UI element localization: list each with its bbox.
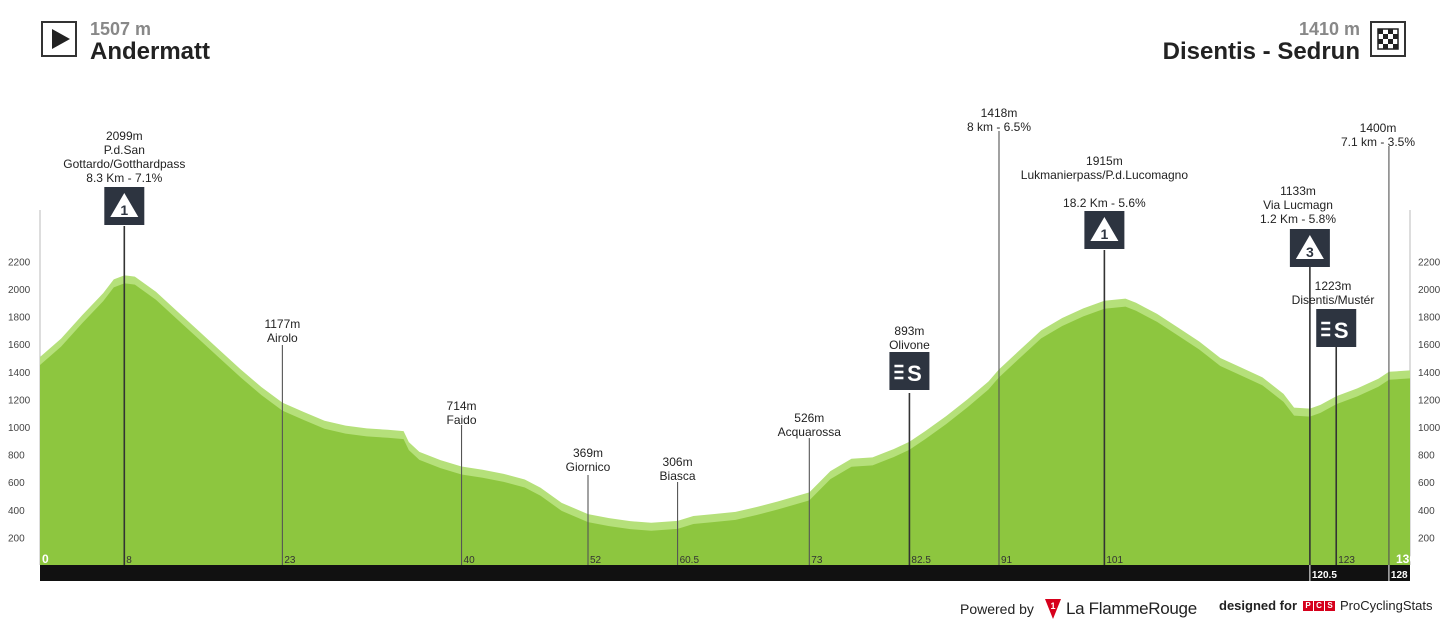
y-tick-label-right: 800 bbox=[1418, 451, 1435, 462]
y-tick-label-left: 600 bbox=[8, 478, 25, 489]
y-tick-label-right: 2200 bbox=[1418, 257, 1441, 268]
y-tick-label-left: 400 bbox=[8, 506, 25, 517]
annotation-label: 2099m bbox=[106, 129, 143, 143]
y-tick-label-left: 1400 bbox=[8, 368, 31, 379]
annotation-label: 1177m bbox=[264, 317, 300, 331]
play-icon bbox=[52, 29, 70, 49]
y-tick-label-right: 1400 bbox=[1418, 368, 1441, 379]
designed-for: designed for P C S ProCyclingStats bbox=[1219, 598, 1433, 613]
checkered-flag-icon bbox=[1377, 28, 1399, 50]
y-tick-label-left: 200 bbox=[8, 533, 25, 544]
annotation-label: Gottardo/Gotthardpass bbox=[63, 157, 185, 171]
y-tick-label-right: 1800 bbox=[1418, 313, 1441, 324]
annotation-label: 306m bbox=[663, 455, 693, 469]
annotation-label: Faido bbox=[447, 413, 477, 427]
y-tick-label-left: 2200 bbox=[8, 257, 31, 268]
annotation-label: 8.3 Km - 7.1% bbox=[86, 171, 162, 185]
annotation-label: 1400m bbox=[1360, 121, 1397, 135]
annotation-label: Disentis/Mustér bbox=[1292, 293, 1375, 307]
km-label: 130 bbox=[1396, 552, 1416, 566]
flamme-rouge-brand[interactable]: La FlammeRouge bbox=[1065, 599, 1197, 618]
profile-area bbox=[40, 283, 1410, 565]
y-tick-label-right: 400 bbox=[1418, 506, 1435, 517]
km-label: 0 bbox=[42, 552, 49, 566]
km-label: 123 bbox=[1338, 555, 1355, 566]
annotation-label: Biasca bbox=[660, 469, 696, 483]
sprint-letter: S bbox=[907, 361, 922, 386]
annotation-label: 369m bbox=[573, 446, 603, 460]
pcs-chip-s: S bbox=[1325, 600, 1336, 611]
km-label: 52 bbox=[590, 555, 602, 566]
finish-town: Disentis - Sedrun bbox=[1162, 38, 1360, 65]
kom-category: 3 bbox=[1306, 244, 1314, 260]
y-tick-label-left: 800 bbox=[8, 451, 25, 462]
km-label-bottom: 120.5 bbox=[1312, 570, 1337, 581]
start-altitude: 1507 m bbox=[90, 19, 152, 39]
annotation-label: Airolo bbox=[267, 331, 298, 345]
y-tick-label-right: 1600 bbox=[1418, 340, 1441, 351]
powered-by: Powered by 1 La FlammeRouge bbox=[960, 598, 1197, 620]
annotation-label: 714m bbox=[447, 399, 477, 413]
start-box bbox=[41, 21, 77, 57]
mountain-icon bbox=[1295, 235, 1324, 259]
km-label: 60.5 bbox=[680, 555, 700, 566]
distance-bar bbox=[40, 565, 1410, 581]
pcs-chip-c: C bbox=[1314, 600, 1325, 611]
annotation-label: 1133m bbox=[1280, 184, 1316, 198]
annotation-label: Olivone bbox=[889, 338, 930, 352]
sprint-letter: S bbox=[1334, 318, 1349, 343]
annotation-label: 7.1 km - 3.5% bbox=[1341, 135, 1415, 149]
mountain-icon bbox=[1090, 217, 1119, 241]
pcs-chip-p: P bbox=[1303, 600, 1314, 611]
y-tick-label-left: 2000 bbox=[8, 285, 31, 296]
flamme-rouge-logo-icon: 1 bbox=[1044, 599, 1061, 619]
start-town: Andermatt bbox=[90, 38, 211, 65]
y-tick-label-right: 2000 bbox=[1418, 285, 1441, 296]
y-tick-label-right: 1200 bbox=[1418, 395, 1441, 406]
annotation-label: 18.2 Km - 5.6% bbox=[1063, 196, 1146, 210]
finish-altitude: 1410 m bbox=[1298, 19, 1360, 39]
km-label-bottom: 128 bbox=[1391, 570, 1408, 581]
annotation-label: Acquarossa bbox=[778, 425, 842, 439]
y-tick-label-left: 1200 bbox=[8, 395, 31, 406]
y-tick-label-right: 200 bbox=[1418, 533, 1435, 544]
y-tick-label-right: 600 bbox=[1418, 478, 1435, 489]
km-label: 73 bbox=[811, 555, 823, 566]
annotation-label: 1223m bbox=[1315, 279, 1352, 293]
y-tick-label-left: 1800 bbox=[8, 313, 31, 324]
annotation-label: 1915m bbox=[1086, 154, 1123, 168]
annotation-label: 1.2 Km - 5.8% bbox=[1260, 212, 1336, 226]
annotation-label: Via Lucmagn bbox=[1263, 198, 1333, 212]
km-label: 101 bbox=[1106, 555, 1123, 566]
y-tick-label-right: 1000 bbox=[1418, 423, 1441, 434]
mountain-icon bbox=[110, 193, 139, 217]
annotation-label: 893m bbox=[894, 324, 924, 338]
kom-category: 1 bbox=[120, 202, 128, 218]
annotation-label: P.d.San bbox=[104, 143, 145, 157]
kom-category: 1 bbox=[1100, 226, 1108, 242]
y-tick-label-left: 1000 bbox=[8, 423, 31, 434]
km-label: 23 bbox=[284, 555, 296, 566]
annotation-label: 526m bbox=[794, 411, 824, 425]
km-label: 8 bbox=[126, 555, 132, 566]
km-label: 82.5 bbox=[911, 555, 931, 566]
annotation-label: Giornico bbox=[566, 460, 611, 474]
flamme-rouge-logo-digit: 1 bbox=[1050, 601, 1055, 611]
km-label: 40 bbox=[464, 555, 476, 566]
y-tick-label-left: 1600 bbox=[8, 340, 31, 351]
annotation-label: 1418m bbox=[981, 106, 1018, 120]
pcs-logo-icon: P C S bbox=[1303, 600, 1336, 611]
annotation-label: 8 km - 6.5% bbox=[967, 120, 1031, 134]
finish-box bbox=[1370, 21, 1406, 57]
km-label: 91 bbox=[1001, 555, 1013, 566]
designed-for-label: designed for bbox=[1219, 598, 1298, 613]
powered-by-label: Powered by bbox=[960, 601, 1034, 617]
annotation-label: Lukmanierpass/P.d.Lucomagno bbox=[1021, 168, 1189, 182]
pcs-brand[interactable]: ProCyclingStats bbox=[1340, 598, 1433, 613]
